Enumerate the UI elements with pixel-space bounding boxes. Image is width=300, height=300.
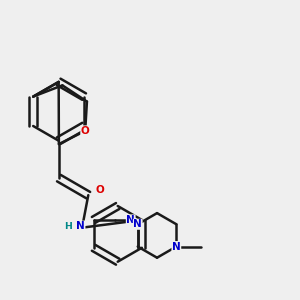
Text: N: N <box>76 221 85 231</box>
Text: O: O <box>96 184 104 195</box>
Text: N: N <box>126 215 135 225</box>
Text: O: O <box>81 126 90 136</box>
Text: N: N <box>172 242 181 252</box>
Text: N: N <box>134 219 142 229</box>
Text: H: H <box>64 222 72 231</box>
